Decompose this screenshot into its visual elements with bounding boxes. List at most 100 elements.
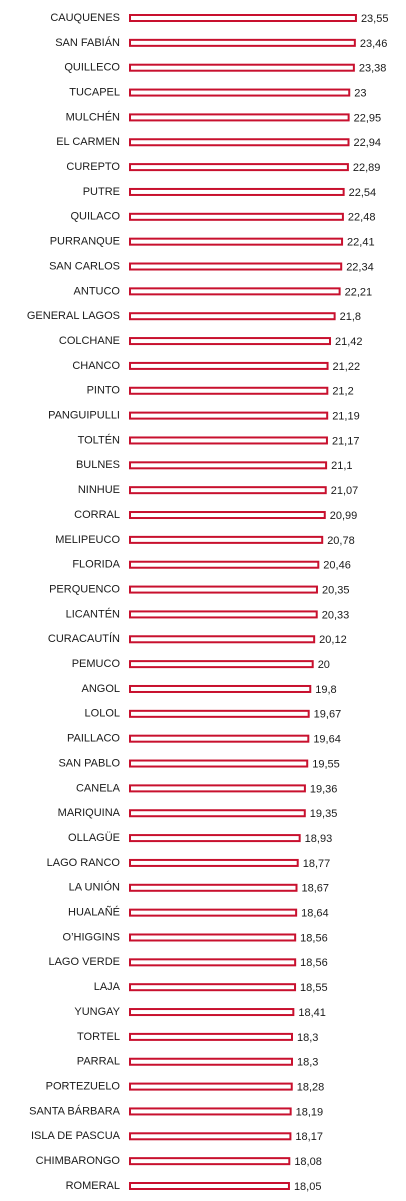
value-label: 22,41	[347, 237, 375, 249]
value-label: 22,34	[346, 261, 374, 273]
category-label: CORRAL	[74, 509, 120, 521]
bar	[129, 237, 344, 246]
category-label: LAGO RANCO	[47, 857, 121, 869]
bar	[129, 1157, 291, 1166]
bar	[129, 759, 309, 768]
category-label: ROMERAL	[66, 1180, 120, 1192]
category-label: PORTEZUELO	[46, 1081, 121, 1093]
bar	[129, 1057, 293, 1066]
value-label: 18,93	[305, 833, 333, 845]
category-label: EL CARMEN	[56, 136, 120, 148]
category-label: QUILLECO	[64, 62, 120, 74]
value-label: 18,19	[296, 1106, 324, 1118]
category-label: SANTA BÁRBARA	[29, 1104, 121, 1117]
category-label: PURRANQUE	[50, 236, 120, 248]
bar	[129, 734, 310, 743]
category-label: CHIMBARONGO	[36, 1155, 121, 1167]
category-label: PUTRE	[83, 186, 120, 198]
category-label: TORTEL	[77, 1031, 120, 1043]
value-label: 18,3	[297, 1057, 318, 1069]
bar	[129, 411, 329, 420]
category-label: YUNGAY	[74, 1006, 120, 1018]
bar	[129, 883, 298, 892]
category-label: PEMUCO	[72, 658, 121, 670]
value-label: 18,08	[294, 1156, 322, 1168]
category-label: PAILLACO	[67, 733, 120, 745]
bar	[129, 908, 298, 917]
category-label: CUREPTO	[66, 161, 120, 173]
value-label: 21,1	[331, 460, 352, 472]
category-label: LOLOL	[85, 708, 120, 720]
bar	[129, 212, 344, 221]
bar	[129, 834, 301, 843]
bar	[129, 1032, 293, 1041]
bar	[129, 1182, 290, 1190]
bar	[129, 709, 310, 718]
value-label: 19,55	[312, 758, 340, 770]
value-label: 21,17	[332, 435, 360, 447]
value-label: 21,8	[340, 311, 361, 323]
value-label: 20,99	[330, 510, 358, 522]
value-label: 18,77	[303, 858, 331, 870]
value-label: 21,07	[331, 485, 359, 497]
bar	[129, 858, 299, 867]
value-label: 20,35	[322, 584, 350, 596]
bar	[129, 14, 357, 22]
value-label: 22,89	[353, 162, 381, 174]
value-label: 23,46	[360, 38, 388, 50]
category-label: SAN FABIÁN	[55, 36, 120, 49]
bar	[129, 610, 318, 619]
category-label: PINTO	[87, 385, 121, 397]
bar	[129, 635, 316, 644]
category-label: LA UNIÓN	[69, 881, 120, 894]
bar	[129, 287, 341, 296]
category-label: TUCAPEL	[69, 86, 120, 98]
bar	[129, 983, 297, 992]
value-label: 18,17	[295, 1131, 323, 1143]
value-label: 18,28	[297, 1082, 325, 1094]
category-label: MELIPEUCO	[55, 534, 120, 546]
bar	[129, 585, 318, 594]
bar	[129, 163, 349, 172]
value-label: 20,12	[319, 634, 347, 646]
value-label: 19,67	[314, 709, 342, 721]
bar	[129, 436, 328, 445]
category-label: SAN CARLOS	[49, 260, 120, 272]
value-label: 22,94	[354, 137, 382, 149]
category-label: PARRAL	[77, 1056, 120, 1068]
bar	[129, 113, 350, 122]
value-label: 21,42	[335, 336, 363, 348]
value-label: 21,19	[332, 411, 360, 423]
value-label: 18,05	[294, 1181, 322, 1193]
category-label: ANTUCO	[74, 285, 121, 297]
value-label: 19,36	[310, 783, 338, 795]
value-label: 21,2	[332, 386, 353, 398]
value-label: 20	[318, 659, 330, 671]
bar	[129, 958, 297, 967]
bar	[129, 535, 324, 544]
value-label: 18,3	[297, 1032, 318, 1044]
category-label: GENERAL LAGOS	[27, 310, 120, 322]
category-label: MULCHÉN	[66, 110, 120, 123]
bar	[129, 38, 356, 47]
bar	[129, 386, 329, 395]
bar	[129, 486, 327, 495]
value-label: 18,56	[300, 932, 328, 944]
value-label: 18,67	[302, 883, 330, 895]
bar	[129, 461, 328, 470]
bar	[129, 1107, 292, 1116]
category-label: O’HIGGINS	[63, 931, 120, 943]
category-label: BULNES	[76, 459, 120, 471]
bar	[129, 63, 355, 72]
category-label: ISLA DE PASCUA	[31, 1130, 121, 1142]
value-label: 20,46	[323, 560, 351, 572]
value-label: 18,41	[298, 1007, 326, 1019]
bar	[129, 560, 320, 569]
bar	[129, 262, 343, 271]
bar	[129, 784, 306, 793]
value-label: 18,56	[300, 957, 328, 969]
value-label: 23	[354, 87, 366, 99]
bar	[129, 660, 314, 669]
value-label: 23,38	[359, 63, 387, 75]
category-label: CANELA	[76, 782, 121, 794]
